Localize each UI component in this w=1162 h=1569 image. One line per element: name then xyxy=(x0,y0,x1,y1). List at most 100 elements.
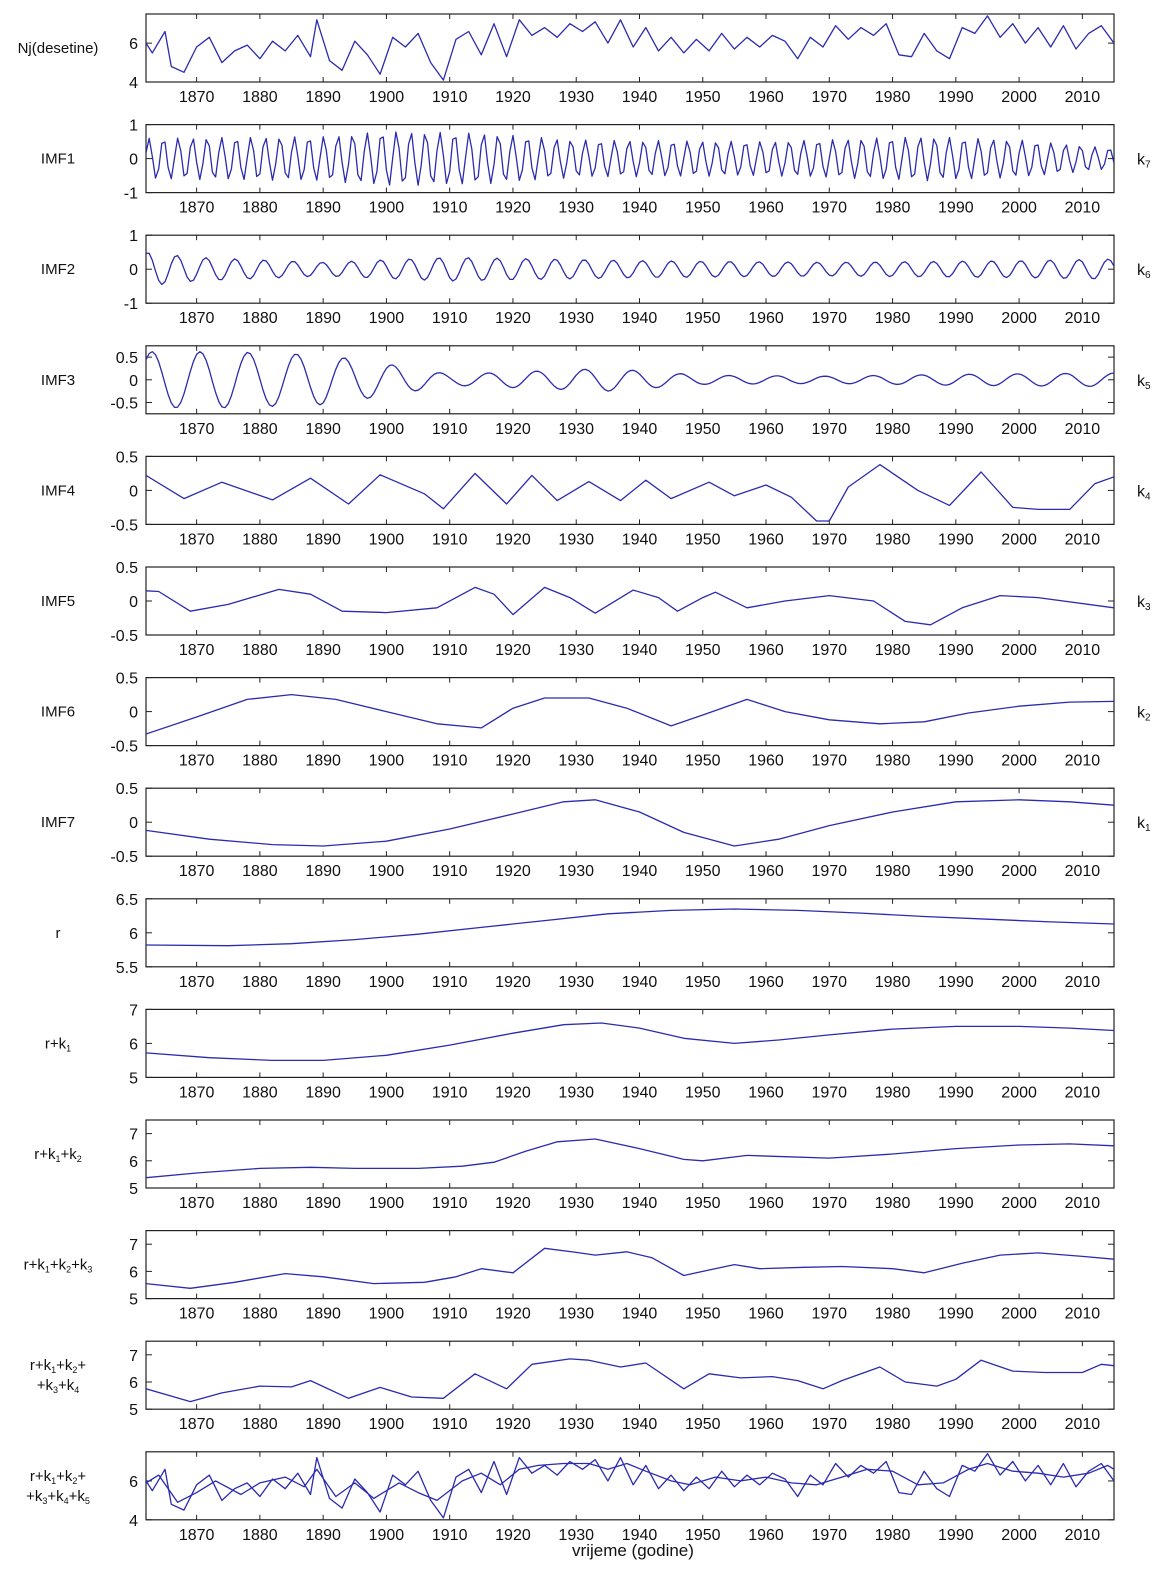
x-tick-label: 1990 xyxy=(938,863,974,880)
label-run: r+k xyxy=(30,1468,52,1485)
x-tick-label: 1950 xyxy=(685,863,721,880)
y-tick-label: -0.5 xyxy=(110,849,138,866)
axes-frame xyxy=(145,455,1115,525)
x-tick-label: 1960 xyxy=(748,531,784,548)
label-run: IMF3 xyxy=(41,372,75,389)
y-tick-label: -1 xyxy=(124,296,138,313)
x-tick-label: 2000 xyxy=(1001,1527,1037,1544)
x-tick-label: 1890 xyxy=(305,753,341,770)
series-line-0 xyxy=(146,1138,1114,1179)
x-tick-label: 1960 xyxy=(748,1416,784,1433)
y-tick-label: 5 xyxy=(129,1402,138,1419)
x-tick-label: 1960 xyxy=(748,200,784,217)
x-tick-label: 1990 xyxy=(938,89,974,106)
x-tick-label: 1930 xyxy=(558,1306,594,1323)
x-tick-label: 1940 xyxy=(622,421,658,438)
panel-8: 1870 1880 1890 1900 1910 1920 1930 1940 1950 1960… xyxy=(56,892,1115,991)
label-run: + xyxy=(77,1357,86,1374)
label-subscript: 1 xyxy=(1145,823,1151,834)
y-tick-label: 0 xyxy=(129,594,138,611)
y-tick-label: 7 xyxy=(129,1348,138,1365)
x-tick-label: 1900 xyxy=(369,642,405,659)
x-tick-label: 2010 xyxy=(1065,421,1101,438)
x-tick-label: 1910 xyxy=(432,1195,468,1212)
label-run: IMF7 xyxy=(41,814,75,831)
x-tick-label: 1970 xyxy=(811,863,847,880)
x-tick-label: 1920 xyxy=(495,1416,531,1433)
series-line-0 xyxy=(146,1022,1114,1062)
label-run: k xyxy=(1137,815,1146,832)
series-group xyxy=(146,15,1114,81)
panel-label: r+k1+k2+k3 xyxy=(24,1257,93,1275)
x-tick-label: 1940 xyxy=(622,863,658,880)
label-subscript: 2 xyxy=(66,1264,71,1274)
y-tick-label: 6 xyxy=(129,1264,138,1281)
x-tick-label: 1990 xyxy=(938,1527,974,1544)
label-run: Nj(desetine) xyxy=(18,40,99,57)
label-subscript: 7 xyxy=(1145,160,1151,171)
x-tick-label: 1940 xyxy=(622,200,658,217)
x-tick-label: 1950 xyxy=(685,89,721,106)
x-tick-label: 1890 xyxy=(305,1416,341,1433)
panel-5: 1870 1880 1890 1900 1910 1920 1930 1940 1950 1960… xyxy=(41,560,1151,659)
x-tick-label: 1950 xyxy=(685,1527,721,1544)
y-tick-label: 1 xyxy=(129,228,138,245)
panel-6: 1870 1880 1890 1900 1910 1920 1930 1940 1950 1960… xyxy=(41,671,1151,770)
x-tick-label: 1940 xyxy=(622,642,658,659)
x-tick-label: 1980 xyxy=(875,1416,911,1433)
x-tick-label: 1880 xyxy=(242,753,278,770)
x-tick-label: 2000 xyxy=(1001,1084,1037,1101)
label-run: IMF1 xyxy=(41,151,75,168)
axes-frame xyxy=(145,676,1115,747)
label-subscript: 4 xyxy=(74,1385,79,1395)
label-run: r+k xyxy=(30,1357,52,1374)
y-tick-label: 6.5 xyxy=(116,892,138,909)
x-tick-label: 1870 xyxy=(179,863,215,880)
series-line-0 xyxy=(146,908,1114,947)
series-group xyxy=(146,1022,1114,1062)
y-tick-label: 6 xyxy=(129,1036,138,1053)
panel-label: r+k1 xyxy=(45,1035,71,1053)
x-tick-label: 1920 xyxy=(495,974,531,991)
x-tick-label: 1910 xyxy=(432,310,468,327)
label-subscript: 3 xyxy=(42,1495,47,1505)
x-tick-label: 1980 xyxy=(875,1306,911,1323)
label-run: +k xyxy=(71,1257,88,1274)
label-run: +k xyxy=(58,1377,75,1394)
label-run: IMF6 xyxy=(41,704,75,721)
x-tick-label: 1880 xyxy=(242,200,278,217)
x-tick-label: 1950 xyxy=(685,1084,721,1101)
x-tick-label: 1940 xyxy=(622,1306,658,1323)
x-tick-label: 1960 xyxy=(748,1084,784,1101)
x-tick-label: 1990 xyxy=(938,310,974,327)
series-line-0 xyxy=(146,1358,1114,1403)
x-tick-label: 2000 xyxy=(1001,1195,1037,1212)
x-tick-label: 1870 xyxy=(179,310,215,327)
x-tick-label: 1960 xyxy=(748,863,784,880)
label-subscript: 3 xyxy=(1145,602,1151,613)
series-line-0 xyxy=(146,1247,1114,1289)
x-tick-label: 1920 xyxy=(495,1527,531,1544)
label-subscript: 5 xyxy=(85,1495,90,1505)
series-group xyxy=(146,693,1114,735)
label-run: +k xyxy=(56,1357,73,1374)
label-run: +k xyxy=(50,1257,67,1274)
x-tick-label: 1950 xyxy=(685,642,721,659)
x-tick-label: 1880 xyxy=(242,1416,278,1433)
x-tick-label: 2010 xyxy=(1065,200,1101,217)
x-tick-label: 2010 xyxy=(1065,642,1101,659)
x-tick-label: 1930 xyxy=(558,753,594,770)
y-tick-label: 1 xyxy=(129,118,138,135)
x-tick-label: 1980 xyxy=(875,310,911,327)
x-tick-label: 1910 xyxy=(432,1527,468,1544)
x-tick-label: 1870 xyxy=(179,1527,215,1544)
label-run: IMF4 xyxy=(41,482,75,499)
label-subscript: 6 xyxy=(1145,270,1151,281)
x-tick-label: 1970 xyxy=(811,89,847,106)
x-tick-label: 1940 xyxy=(622,531,658,548)
x-tick-label: 1920 xyxy=(495,310,531,327)
x-tick-label: 2010 xyxy=(1065,1195,1101,1212)
panel-9: 1870 1880 1890 1900 1910 1920 1930 1940 1950 1960… xyxy=(45,1002,1115,1101)
x-tick-label: 1870 xyxy=(179,1195,215,1212)
label-subscript: 5 xyxy=(1145,381,1151,392)
